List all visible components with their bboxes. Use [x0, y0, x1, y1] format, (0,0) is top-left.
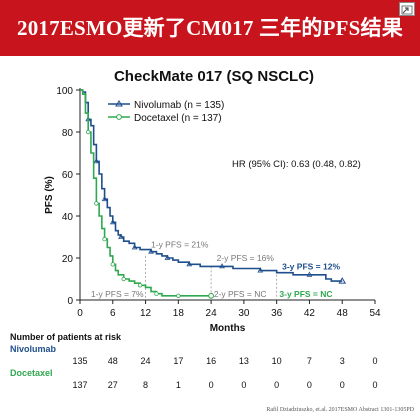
x-tick-label: 18 [173, 308, 185, 319]
x-tick-label: 42 [304, 308, 316, 319]
at-risk-value: 137 [72, 380, 87, 390]
at-risk-value: 0 [372, 380, 377, 390]
at-risk-row-label-1: Docetaxel [10, 368, 53, 378]
series-point-1 [94, 201, 99, 206]
annotation-label-4: 2-y PFS = NC [214, 289, 267, 299]
y-tick-label: 0 [67, 296, 73, 307]
series-point-1 [85, 129, 91, 135]
x-tick-label: 24 [206, 308, 218, 319]
hazard-ratio: HR (95% CI): 0.63 (0.48, 0.82) [232, 159, 361, 170]
at-risk-value: 0 [274, 380, 279, 390]
at-risk-value: 16 [206, 356, 216, 366]
y-tick-label: 60 [62, 170, 74, 181]
series-point-0 [148, 248, 154, 254]
y-tick-label: 100 [56, 86, 73, 97]
legend-label-0: Nivolumab (n = 135) [134, 100, 224, 111]
y-tick-label: 40 [62, 212, 74, 223]
annotation-label-0: 1-y PFS = 21% [151, 240, 209, 250]
series-point-0 [109, 218, 116, 225]
at-risk-value: 8 [143, 380, 148, 390]
legend-marker-1 [116, 114, 122, 120]
at-risk-value: 27 [108, 380, 118, 390]
x-axis-label: Months [210, 323, 246, 334]
series-point-1 [154, 291, 159, 296]
at-risk-value: 0 [241, 380, 246, 390]
y-axis-label: PFS (%) [44, 176, 55, 214]
legend-marker-0 [115, 100, 123, 107]
at-risk-value: 135 [72, 356, 87, 366]
at-risk-value: 3 [340, 356, 345, 366]
y-tick-label: 80 [62, 128, 74, 139]
y-tick-label: 20 [62, 254, 74, 265]
annotation-label-2: 3-y PFS = 12% [282, 262, 340, 272]
series-point-1 [176, 293, 181, 298]
at-risk-value: 1 [176, 380, 181, 390]
x-tick-label: 30 [238, 308, 250, 319]
annotation-label-3: 1-y PFS = 7% [91, 289, 144, 299]
citation: Rafil Dziadziuszko, et.al. 2017ESMO Abst… [266, 407, 414, 413]
at-risk-value: 0 [372, 356, 377, 366]
at-risk-value: 0 [307, 380, 312, 390]
at-risk-title: Number of patients at risk [10, 332, 122, 342]
x-tick-label: 12 [140, 308, 152, 319]
title-banner: 2017ESMO更新了CM017 三年的PFS结果 [0, 0, 420, 56]
x-tick-label: 48 [337, 308, 349, 319]
series-end-marker-1 [208, 292, 215, 299]
annotation-label-1: 2-y PFS = 16% [217, 253, 275, 263]
chart-title: CheckMate 017 (SQ NSCLC) [114, 68, 314, 85]
at-risk-row-label-0: Nivolumab [10, 344, 57, 354]
series-point-0 [131, 244, 138, 250]
series-point-0 [164, 254, 171, 260]
series-point-1 [137, 283, 143, 288]
slide-title: 2017ESMO更新了CM017 三年的PFS结果 [17, 16, 403, 40]
series-point-0 [219, 263, 225, 269]
at-risk-value: 0 [209, 380, 214, 390]
series-point-0 [186, 260, 193, 267]
at-risk-value: 0 [340, 380, 345, 390]
x-tick-label: 36 [271, 308, 283, 319]
legend-label-1: Docetaxel (n = 137) [134, 113, 222, 124]
expand-icon[interactable] [399, 2, 415, 16]
series-point-0 [306, 271, 313, 277]
x-tick-label: 0 [77, 308, 83, 319]
series-point-1 [102, 236, 107, 242]
at-risk-value: 17 [173, 356, 183, 366]
x-tick-label: 6 [110, 308, 116, 319]
series-end-marker-0 [338, 277, 347, 284]
footer: Rafil Dziadziuszko, et.al. 2017ESMO Abst… [0, 404, 420, 420]
at-risk-value: 48 [108, 356, 118, 366]
series-point-0 [93, 158, 100, 164]
x-tick-label: 54 [369, 308, 381, 319]
series-point-0 [257, 267, 264, 273]
series-point-1 [121, 276, 126, 282]
at-risk-value: 13 [239, 356, 249, 366]
series-point-0 [101, 195, 108, 202]
series-point-0 [118, 233, 124, 239]
series-point-1 [110, 262, 115, 267]
at-risk-value: 7 [307, 356, 312, 366]
at-risk-value: 24 [141, 356, 151, 366]
annotation-label-5: 3-y PFS = NC [279, 289, 332, 299]
at-risk-value: 10 [272, 356, 282, 366]
series-line-0 [80, 89, 343, 282]
